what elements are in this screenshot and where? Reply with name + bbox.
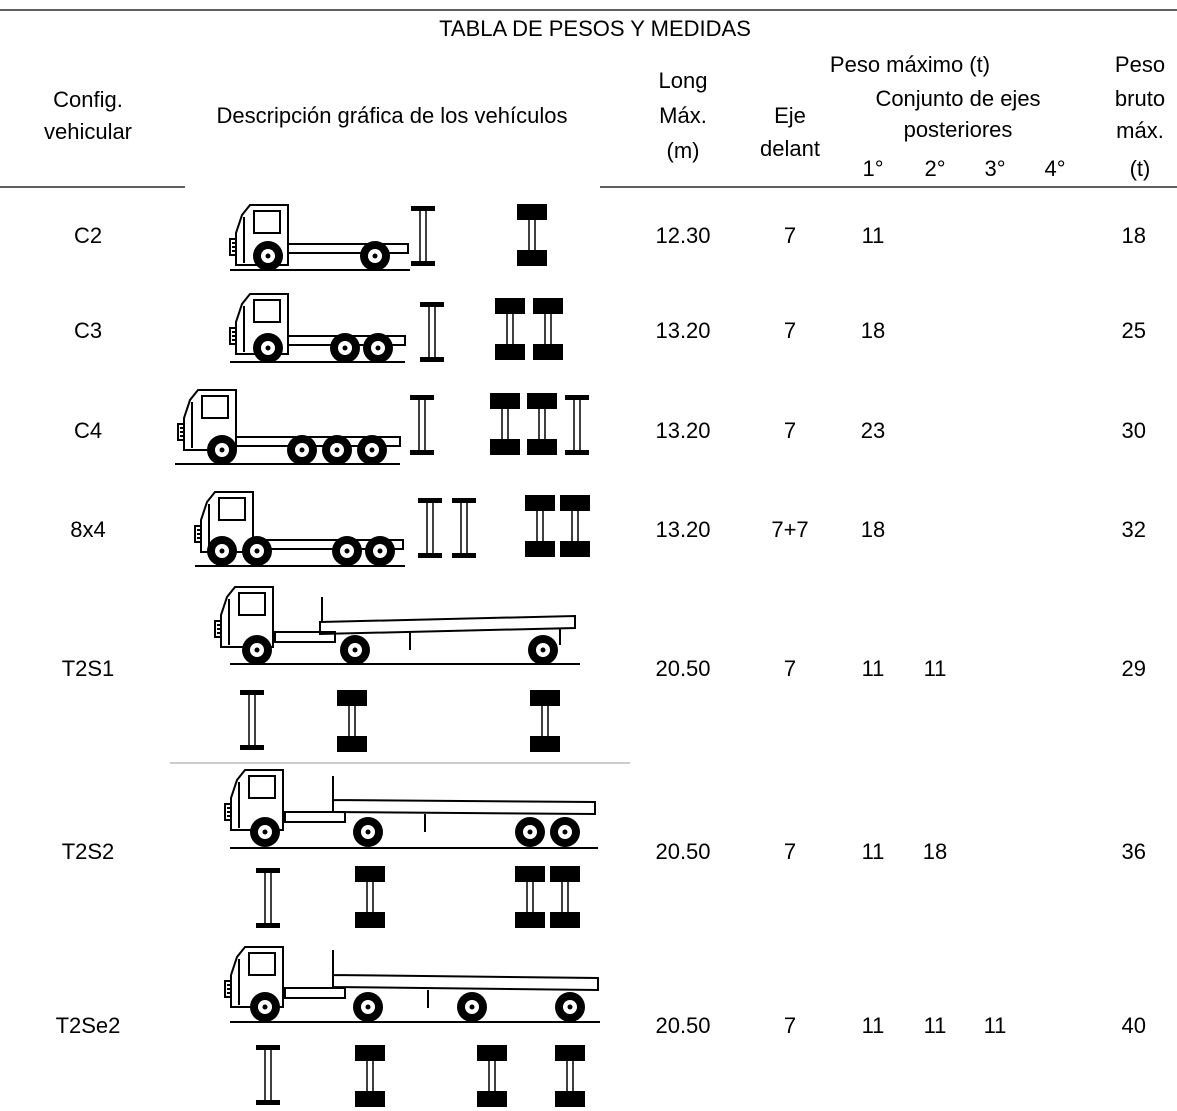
front-axle-cell: 7 (784, 839, 796, 864)
column-header: Conjunto de ejes (875, 86, 1040, 111)
rear-axle-cell: 11 (862, 656, 885, 681)
column-header: Long (659, 68, 708, 93)
rear-axle-cell: 11 (862, 1013, 885, 1038)
config-cell: C3 (74, 318, 102, 343)
column-header: delant (760, 136, 820, 161)
config-cell: T2Se2 (56, 1013, 121, 1038)
rear-axle-cell: 11 (984, 1013, 1007, 1038)
column-header: Máx. (659, 103, 707, 128)
vehicle-drawing (215, 587, 580, 752)
column-header: posteriores (904, 117, 1013, 142)
rear-axle-cell: 18 (923, 839, 947, 864)
gross-weight-cell: 18 (1122, 223, 1146, 248)
page: {"header": {"title": "TABLA DE PESOS Y M… (0, 0, 1177, 1111)
rear-axle-cell: 23 (861, 418, 885, 443)
column-header: Peso (1115, 52, 1165, 77)
config-cell: 8x4 (70, 517, 105, 542)
vehicle-drawing (225, 947, 600, 1107)
table-title: TABLA DE PESOS Y MEDIDAS (439, 16, 751, 41)
column-header: 1° (862, 156, 883, 181)
length-cell: 20.50 (655, 656, 710, 681)
vehicle-drawing (195, 492, 590, 566)
rear-axle-cell: 18 (861, 318, 885, 343)
column-header: (m) (667, 138, 700, 163)
column-header: Config. (53, 87, 123, 112)
rear-axle-cell: 11 (924, 656, 947, 681)
vehicle-drawing (230, 294, 563, 363)
column-header: Eje (774, 103, 806, 128)
length-cell: 13.20 (655, 318, 710, 343)
column-header: máx. (1116, 118, 1164, 143)
config-cell: C4 (74, 418, 102, 443)
config-cell: T2S1 (62, 656, 115, 681)
front-axle-cell: 7 (784, 318, 796, 343)
rear-axle-cell: 11 (924, 1013, 947, 1038)
front-axle-cell: 7 (784, 418, 796, 443)
gross-weight-cell: 36 (1122, 839, 1146, 864)
gross-weight-cell: 30 (1122, 418, 1146, 443)
length-cell: 13.20 (655, 517, 710, 542)
length-cell: 20.50 (655, 1013, 710, 1038)
gross-weight-cell: 40 (1122, 1013, 1146, 1038)
vehicle-drawing (230, 204, 547, 271)
gross-weight-cell: 32 (1122, 517, 1146, 542)
column-header: bruto (1115, 86, 1165, 111)
length-cell: 12.30 (655, 223, 710, 248)
column-header: (t) (1130, 156, 1151, 181)
vehicle-drawing (225, 770, 598, 928)
column-header: 4° (1044, 156, 1065, 181)
gross-weight-cell: 29 (1122, 656, 1146, 681)
column-header: Peso máximo (t) (830, 52, 990, 77)
front-axle-cell: 7+7 (771, 517, 808, 542)
config-cell: C2 (74, 223, 102, 248)
config-cell: T2S2 (62, 839, 115, 864)
column-header: 2° (924, 156, 945, 181)
rear-axle-cell: 18 (861, 517, 885, 542)
gross-weight-cell: 25 (1122, 318, 1146, 343)
column-header: Descripción gráfica de los vehículos (217, 103, 568, 128)
length-cell: 13.20 (655, 418, 710, 443)
column-header: vehicular (44, 119, 132, 144)
rear-axle-cell: 11 (862, 839, 885, 864)
length-cell: 20.50 (655, 839, 710, 864)
front-axle-cell: 7 (784, 223, 796, 248)
rear-axle-cell: 11 (862, 223, 885, 248)
column-header: 3° (984, 156, 1005, 181)
front-axle-cell: 7 (784, 1013, 796, 1038)
vehicle-drawing (175, 390, 589, 465)
front-axle-cell: 7 (784, 656, 796, 681)
table-sheet: TABLA DE PESOS Y MEDIDAS Config. vehicul… (0, 0, 1177, 1111)
